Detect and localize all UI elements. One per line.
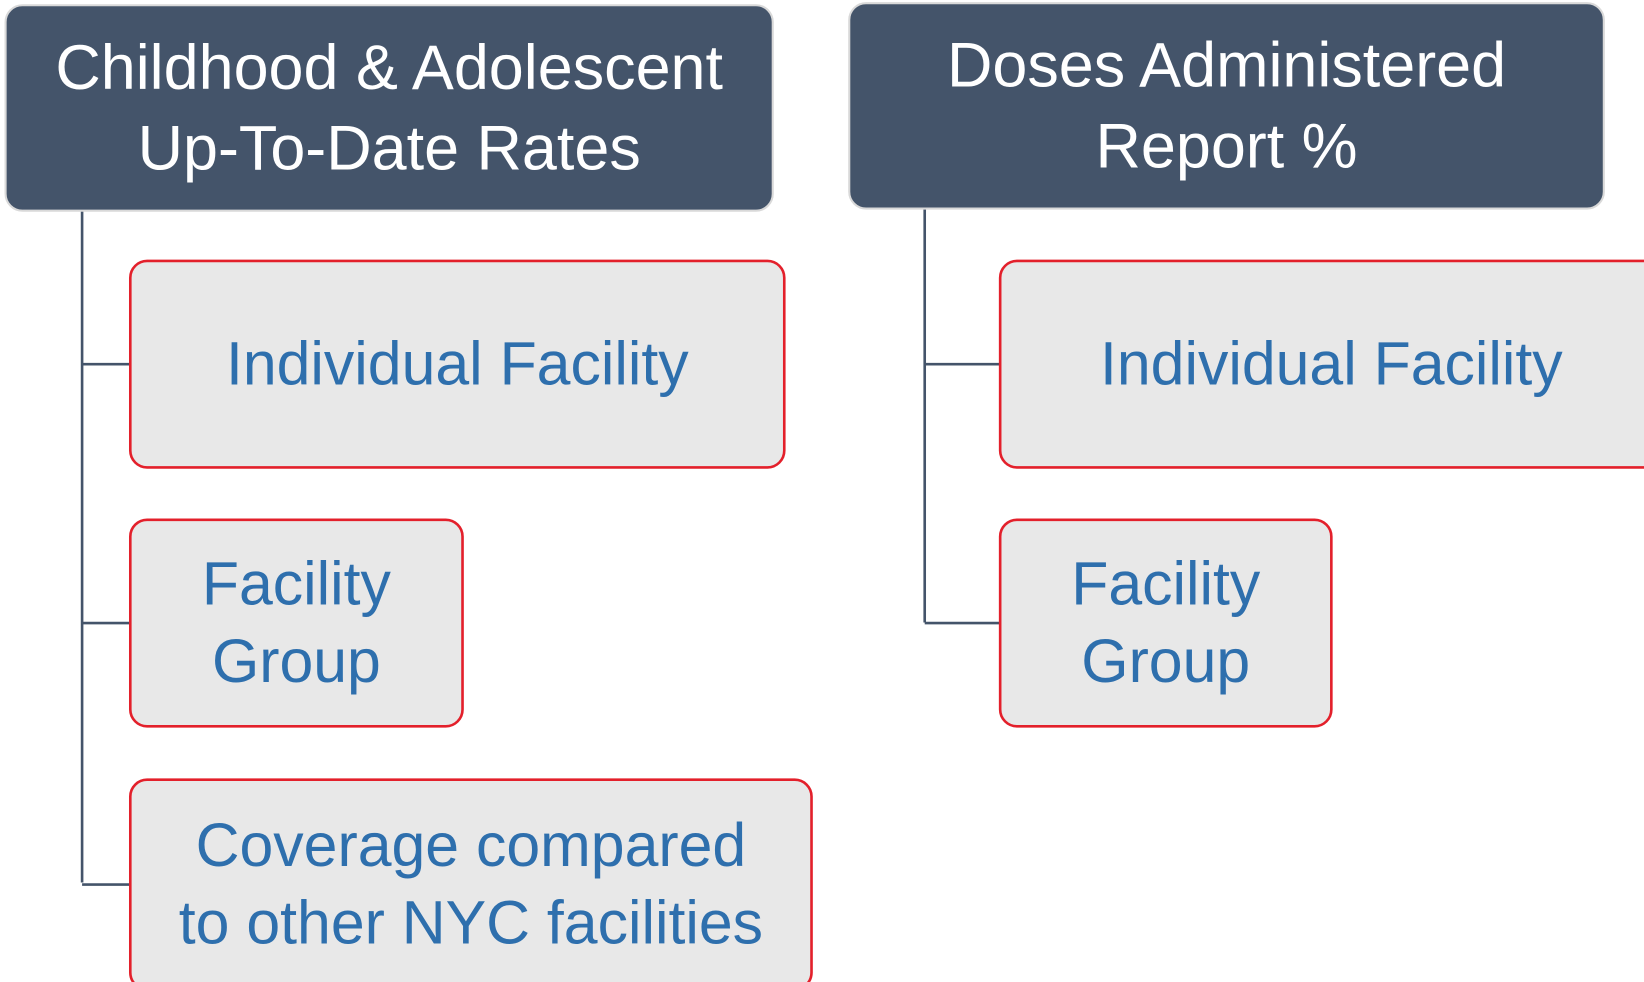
- item-text-line: Individual Facility: [1100, 329, 1563, 397]
- item-text: Coverage compared to other NYC facilities: [179, 811, 763, 957]
- header-text-line: Doses Administered: [947, 30, 1506, 100]
- group-header: [848, 2, 1605, 210]
- item-text: Individual Facility: [1100, 329, 1563, 397]
- header-text-line: Up-To-Date Rates: [138, 113, 641, 183]
- item-text-line: Group: [1081, 627, 1250, 695]
- item-text: Individual Facility: [226, 329, 689, 397]
- item-box: [998, 259, 1644, 469]
- item-text-line: Individual Facility: [226, 329, 689, 397]
- item-box: [128, 259, 786, 469]
- item-text-line: Group: [212, 627, 381, 695]
- item-box: [998, 518, 1333, 728]
- header-text: Doses Administered Report %: [947, 30, 1506, 181]
- item-text-line: Facility: [1071, 550, 1261, 618]
- item-text-line: Coverage compared: [196, 811, 747, 879]
- header-text-line: Childhood & Adolescent: [55, 32, 723, 102]
- item-box: [128, 778, 813, 982]
- header-text: Childhood & Adolescent Up-To-Date Rates: [55, 32, 723, 183]
- header-text-line: Report %: [1095, 111, 1357, 181]
- item-box: [128, 518, 464, 728]
- item-text-line: Facility: [202, 550, 392, 618]
- group-header: [4, 4, 774, 212]
- item-text-line: to other NYC facilities: [179, 889, 763, 957]
- item-text: Facility Group: [202, 550, 392, 696]
- item-text: Facility Group: [1071, 550, 1261, 696]
